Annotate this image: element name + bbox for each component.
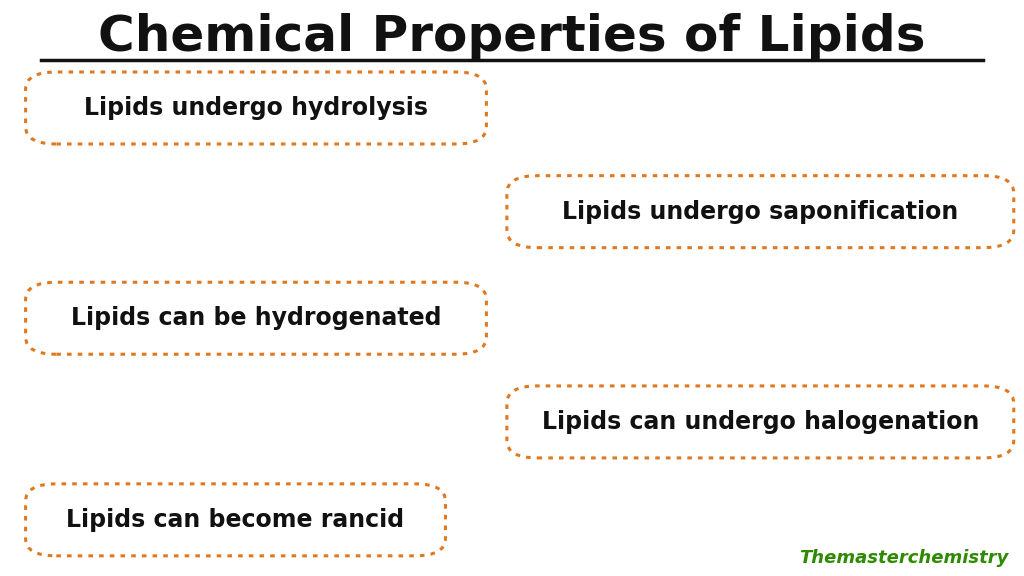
Text: Lipids undergo saponification: Lipids undergo saponification	[562, 200, 958, 223]
Text: Lipids undergo hydrolysis: Lipids undergo hydrolysis	[84, 96, 428, 120]
FancyBboxPatch shape	[26, 484, 445, 556]
FancyBboxPatch shape	[507, 176, 1014, 248]
Text: Lipids can be hydrogenated: Lipids can be hydrogenated	[71, 306, 441, 330]
Text: Chemical Properties of Lipids: Chemical Properties of Lipids	[98, 13, 926, 62]
Text: Themasterchemistry: Themasterchemistry	[800, 550, 1009, 567]
Text: Lipids can become rancid: Lipids can become rancid	[67, 508, 404, 532]
FancyBboxPatch shape	[26, 282, 486, 354]
FancyBboxPatch shape	[507, 386, 1014, 458]
Text: Lipids can undergo halogenation: Lipids can undergo halogenation	[542, 410, 979, 434]
FancyBboxPatch shape	[26, 72, 486, 144]
